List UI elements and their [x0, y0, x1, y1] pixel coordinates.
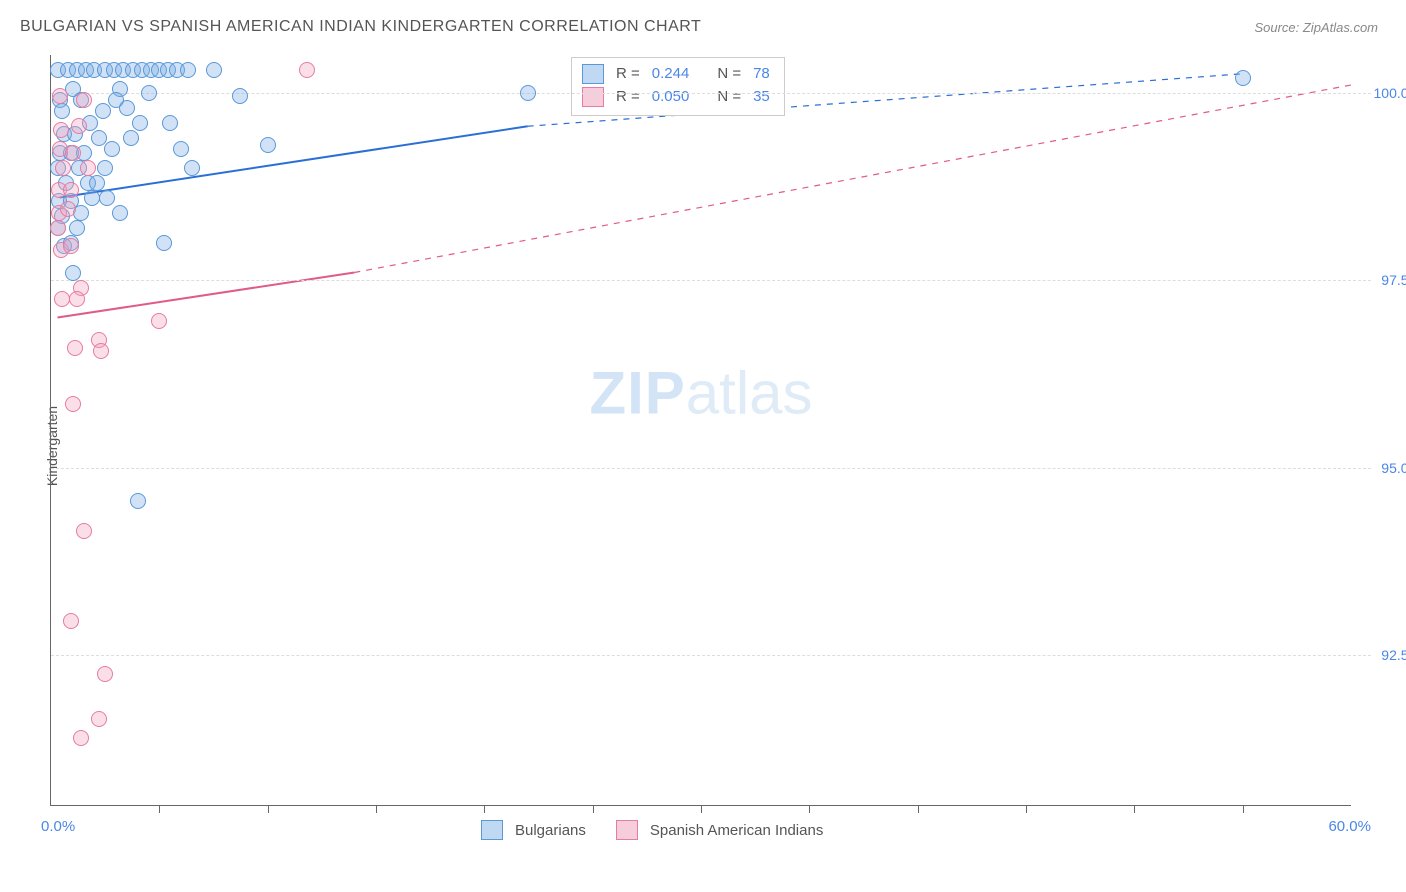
- watermark-atlas: atlas: [686, 359, 813, 426]
- data-point: [119, 100, 135, 116]
- y-tick-label: 92.5%: [1381, 647, 1406, 663]
- data-point: [1235, 70, 1251, 86]
- swatch-spanish-icon: [582, 87, 604, 107]
- x-tick: [1243, 805, 1244, 813]
- data-point: [132, 115, 148, 131]
- data-point: [130, 493, 146, 509]
- r-label: R =: [616, 62, 640, 85]
- data-point: [156, 235, 172, 251]
- legend-label-bulgarians: Bulgarians: [515, 822, 586, 839]
- legend-item-spanish: Spanish American Indians: [616, 820, 823, 840]
- x-tick: [484, 805, 485, 813]
- data-point: [50, 220, 66, 236]
- data-point: [52, 88, 68, 104]
- data-point: [520, 85, 536, 101]
- data-point: [99, 190, 115, 206]
- n-value-spanish: 35: [753, 85, 770, 108]
- watermark-zip: ZIP: [589, 359, 685, 426]
- plot-area: ZIPatlas R = 0.244 N = 78 R = 0.050 N = …: [50, 55, 1351, 806]
- data-point: [232, 88, 248, 104]
- data-point: [151, 313, 167, 329]
- y-tick-label: 100.0%: [1374, 85, 1406, 101]
- r-label: R =: [616, 85, 640, 108]
- x-tick: [593, 805, 594, 813]
- n-label: N =: [717, 62, 741, 85]
- data-point: [67, 340, 83, 356]
- legend-item-bulgarians: Bulgarians: [481, 820, 586, 840]
- data-point: [65, 396, 81, 412]
- x-tick: [918, 805, 919, 813]
- data-point: [53, 122, 69, 138]
- r-value-spanish: 0.050: [652, 85, 690, 108]
- r-value-bulgarians: 0.244: [652, 62, 690, 85]
- data-point: [206, 62, 222, 78]
- x-tick: [159, 805, 160, 813]
- y-tick-label: 95.0%: [1381, 460, 1406, 476]
- chart-title: BULGARIAN VS SPANISH AMERICAN INDIAN KIN…: [20, 18, 701, 36]
- swatch-bulgarians-icon: [481, 820, 503, 840]
- y-tick-label: 97.5%: [1381, 272, 1406, 288]
- x-tick: [376, 805, 377, 813]
- data-point: [173, 141, 189, 157]
- data-point: [60, 201, 76, 217]
- data-point: [180, 62, 196, 78]
- data-point: [65, 265, 81, 281]
- gridline: [51, 468, 1371, 469]
- data-point: [91, 711, 107, 727]
- x-tick: [268, 805, 269, 813]
- x-tick: [701, 805, 702, 813]
- series-legend: Bulgarians Spanish American Indians: [481, 820, 823, 840]
- data-point: [63, 182, 79, 198]
- data-point: [73, 730, 89, 746]
- x-tick: [1134, 805, 1135, 813]
- gridline: [51, 93, 1371, 94]
- trend-lines: [51, 55, 1351, 805]
- data-point: [76, 523, 92, 539]
- stats-legend: R = 0.244 N = 78 R = 0.050 N = 35: [571, 57, 785, 116]
- x-axis-max-label: 60.0%: [1328, 818, 1371, 835]
- stats-row-spanish: R = 0.050 N = 35: [582, 85, 774, 108]
- data-point: [84, 190, 100, 206]
- data-point: [123, 130, 139, 146]
- data-point: [97, 160, 113, 176]
- gridline: [51, 280, 1371, 281]
- data-point: [63, 238, 79, 254]
- n-value-bulgarians: 78: [753, 62, 770, 85]
- chart-container: BULGARIAN VS SPANISH AMERICAN INDIAN KIN…: [0, 0, 1406, 892]
- data-point: [69, 220, 85, 236]
- data-point: [76, 92, 92, 108]
- stats-row-bulgarians: R = 0.244 N = 78: [582, 62, 774, 85]
- data-point: [93, 343, 109, 359]
- data-point: [184, 160, 200, 176]
- data-point: [71, 118, 87, 134]
- data-point: [104, 141, 120, 157]
- data-point: [112, 205, 128, 221]
- data-point: [69, 291, 85, 307]
- source-label: Source: ZipAtlas.com: [1254, 20, 1378, 35]
- x-axis-min-label: 0.0%: [41, 818, 75, 835]
- data-point: [95, 103, 111, 119]
- watermark: ZIPatlas: [589, 358, 812, 427]
- gridline: [51, 655, 1371, 656]
- legend-label-spanish: Spanish American Indians: [650, 822, 823, 839]
- data-point: [55, 160, 71, 176]
- n-label: N =: [717, 85, 741, 108]
- data-point: [65, 145, 81, 161]
- data-point: [89, 175, 105, 191]
- x-tick: [809, 805, 810, 813]
- swatch-bulgarians-icon: [582, 64, 604, 84]
- data-point: [162, 115, 178, 131]
- data-point: [54, 291, 70, 307]
- data-point: [141, 85, 157, 101]
- data-point: [54, 103, 70, 119]
- data-point: [80, 160, 96, 176]
- x-tick: [1026, 805, 1027, 813]
- swatch-spanish-icon: [616, 820, 638, 840]
- data-point: [260, 137, 276, 153]
- data-point: [299, 62, 315, 78]
- data-point: [97, 666, 113, 682]
- data-point: [63, 613, 79, 629]
